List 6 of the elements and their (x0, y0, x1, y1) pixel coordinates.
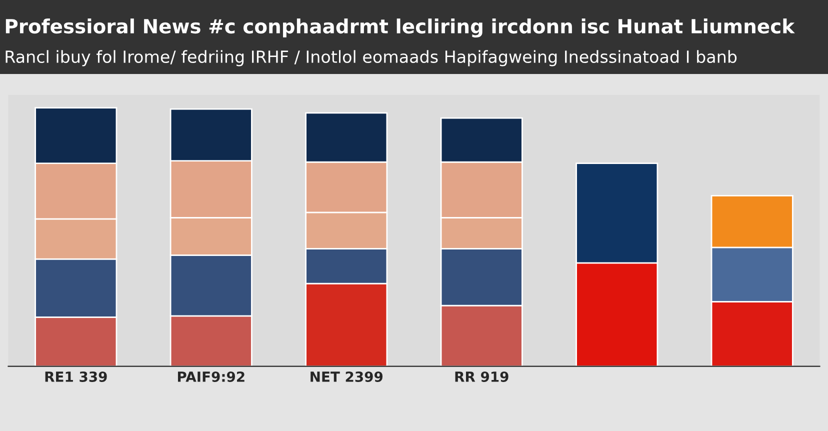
x-tick-label: NET 2399 (310, 371, 383, 382)
x-tick-label: PAIF9:92 (178, 371, 244, 382)
chart-title: Professioral News #c conphaadrmt lecliring ircdonn isc Hunat Liumneck (6, 18, 795, 38)
x-tick-label: RR 919 (455, 371, 508, 382)
chart-subtitle: Rancl ibuy fol Irome/ fedriing IRHF / Inotlol eomaads Hapifagweing Inedssinatoad I banb (6, 50, 737, 66)
x-tick-label: RE1 339 (45, 371, 107, 382)
